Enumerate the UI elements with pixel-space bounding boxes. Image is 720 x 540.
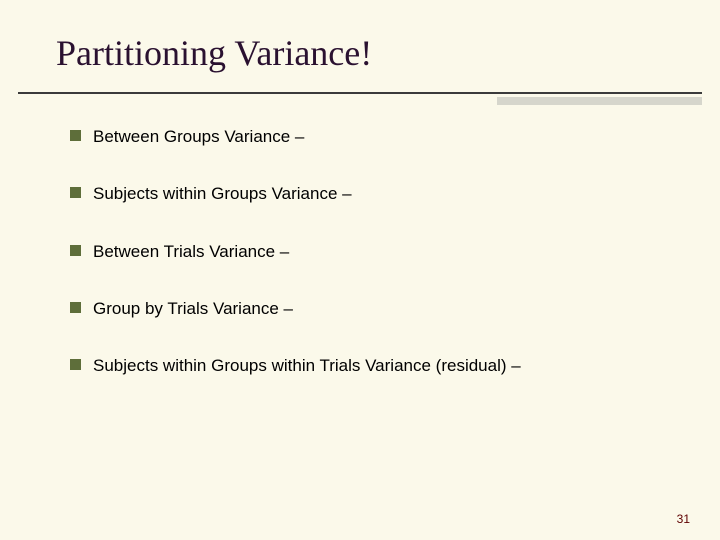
bullet-text: Group by Trials Variance – — [93, 298, 293, 319]
slide-title: Partitioning Variance! — [56, 32, 372, 74]
square-bullet-icon — [70, 187, 81, 198]
bullet-text: Subjects within Groups Variance – — [93, 183, 352, 204]
bullet-text: Between Groups Variance – — [93, 126, 304, 147]
page-number: 31 — [677, 512, 690, 526]
slide: Partitioning Variance! Between Groups Va… — [0, 0, 720, 540]
list-item: Subjects within Groups Variance – — [70, 183, 660, 204]
title-underline — [18, 92, 702, 94]
square-bullet-icon — [70, 245, 81, 256]
bullet-list: Between Groups Variance – Subjects withi… — [70, 126, 660, 412]
square-bullet-icon — [70, 359, 81, 370]
bullet-text: Subjects within Groups within Trials Var… — [93, 355, 521, 376]
bullet-text: Between Trials Variance – — [93, 241, 289, 262]
title-accent-bar — [497, 97, 702, 105]
square-bullet-icon — [70, 302, 81, 313]
list-item: Group by Trials Variance – — [70, 298, 660, 319]
list-item: Between Groups Variance – — [70, 126, 660, 147]
list-item: Between Trials Variance – — [70, 241, 660, 262]
square-bullet-icon — [70, 130, 81, 141]
list-item: Subjects within Groups within Trials Var… — [70, 355, 660, 376]
